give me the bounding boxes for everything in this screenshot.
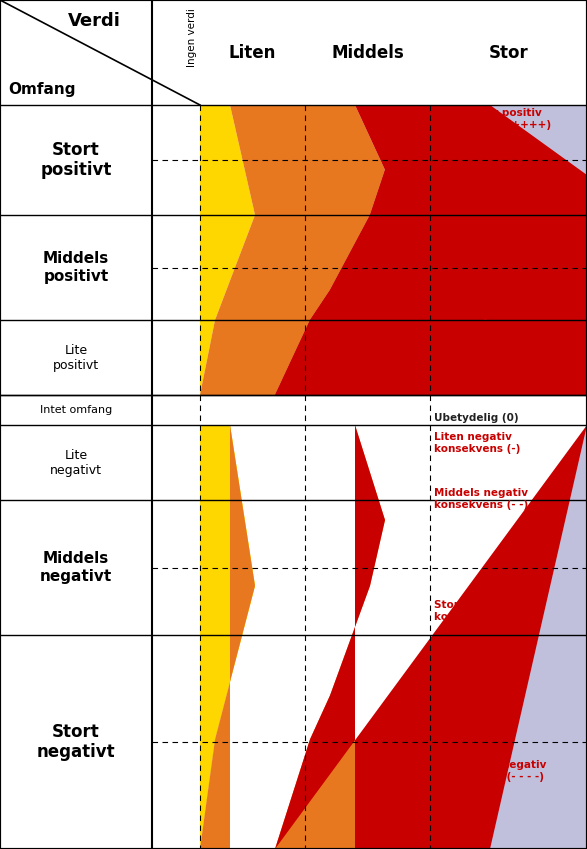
Text: Liten negativ
konsekvens (-): Liten negativ konsekvens (-) — [434, 432, 520, 453]
Text: Meget stor positiv
konsekvens (++++): Meget stor positiv konsekvens (++++) — [434, 108, 551, 130]
Text: Liten: Liten — [229, 43, 276, 61]
Bar — [152, 105, 200, 849]
Polygon shape — [275, 105, 587, 395]
Text: Stor negativ
konsekvens (- - -): Stor negativ konsekvens (- - -) — [434, 600, 536, 621]
Bar — [200, 395, 587, 425]
Text: Stort
negativt: Stort negativt — [36, 722, 115, 762]
Polygon shape — [200, 105, 385, 395]
Text: Stor: Stor — [488, 43, 528, 61]
Text: Omfang: Omfang — [8, 82, 76, 97]
Text: Middels
positivt: Middels positivt — [43, 251, 109, 284]
Bar — [0, 0, 587, 105]
Text: Middels negativ
konsekvens (- -): Middels negativ konsekvens (- -) — [434, 488, 528, 509]
Text: Lite
positivt: Lite positivt — [53, 344, 99, 372]
Text: Meget stor negativ
konsekvens (- - - -): Meget stor negativ konsekvens (- - - -) — [434, 760, 546, 782]
Text: Middels: Middels — [331, 43, 404, 61]
Text: Liten positiv
konsekvens (+): Liten positiv konsekvens (+) — [434, 360, 525, 381]
Polygon shape — [490, 425, 587, 849]
Text: Intet omfang: Intet omfang — [40, 405, 112, 415]
Polygon shape — [275, 105, 587, 395]
Text: Lite
negativt: Lite negativt — [50, 448, 102, 476]
Polygon shape — [275, 425, 587, 849]
Bar — [0, 395, 200, 425]
Text: Verdi: Verdi — [68, 12, 121, 30]
Text: Middels
negativt: Middels negativt — [40, 551, 112, 584]
Polygon shape — [200, 425, 255, 849]
Polygon shape — [200, 425, 385, 849]
Text: Ingen verdi: Ingen verdi — [187, 8, 197, 67]
Polygon shape — [200, 425, 255, 849]
Bar — [0, 0, 152, 849]
Text: Middels positiv
konsekvens (++): Middels positiv konsekvens (++) — [434, 310, 534, 332]
Text: Stort
positivt: Stort positivt — [41, 141, 112, 179]
Polygon shape — [490, 105, 587, 175]
Text: Ubetydelig (0): Ubetydelig (0) — [434, 413, 519, 423]
Polygon shape — [200, 105, 255, 395]
Text: Stor positiv
konsekvens (+++): Stor positiv konsekvens (+++) — [434, 175, 542, 197]
